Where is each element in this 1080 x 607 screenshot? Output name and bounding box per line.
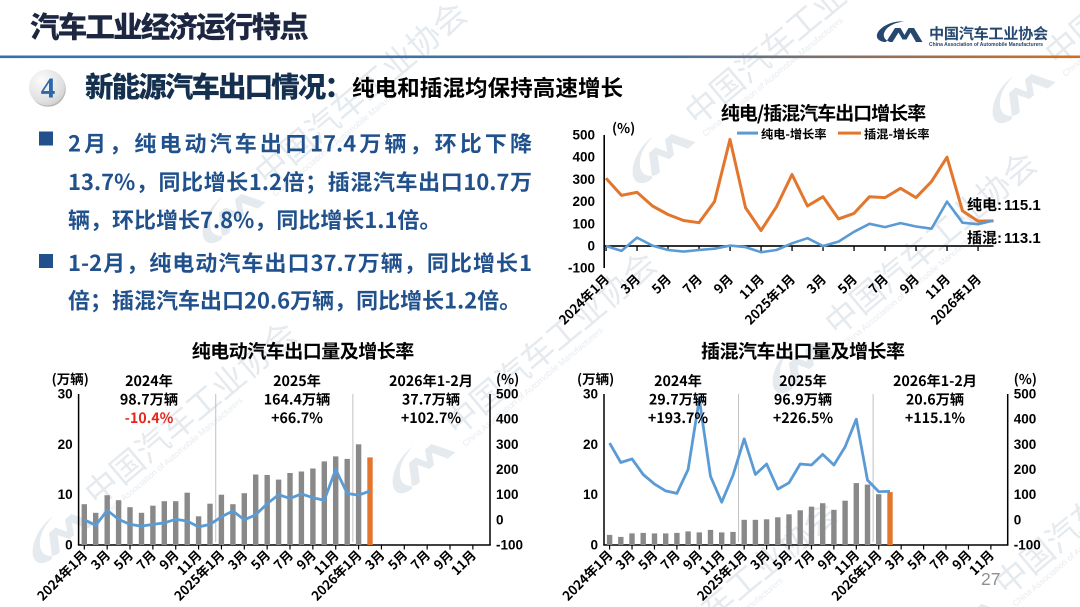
svg-text:0: 0 [587, 239, 595, 254]
svg-text:115.1: 115.1 [1004, 197, 1041, 214]
svg-text:0: 0 [496, 512, 504, 527]
svg-text:300: 300 [1014, 437, 1037, 452]
svg-text:-100: -100 [568, 261, 595, 276]
svg-text:30: 30 [58, 387, 73, 402]
svg-text:200: 200 [496, 462, 519, 477]
svg-text:4: 4 [41, 73, 56, 105]
svg-text:400: 400 [572, 150, 595, 165]
svg-text:20: 20 [58, 437, 73, 452]
svg-text:500: 500 [496, 387, 519, 402]
svg-text:0: 0 [65, 538, 73, 553]
svg-text:400: 400 [496, 412, 519, 427]
svg-text:0: 0 [590, 538, 598, 553]
svg-text:-100: -100 [1014, 538, 1041, 553]
svg-text:300: 300 [496, 437, 519, 452]
svg-text:100: 100 [572, 216, 595, 231]
svg-text:10: 10 [58, 487, 73, 502]
svg-text:0: 0 [1014, 512, 1022, 527]
svg-text:-100: -100 [496, 538, 523, 553]
svg-text:100: 100 [1014, 487, 1037, 502]
svg-text:30: 30 [583, 387, 598, 402]
svg-text::: : [997, 230, 1002, 247]
svg-text:113.1: 113.1 [1004, 230, 1041, 247]
svg-text:27: 27 [981, 569, 1000, 589]
svg-text:10: 10 [583, 487, 598, 502]
svg-text:300: 300 [572, 172, 595, 187]
svg-text:200: 200 [572, 194, 595, 209]
svg-text:200: 200 [1014, 462, 1037, 477]
svg-text:500: 500 [1014, 387, 1037, 402]
svg-text:500: 500 [572, 128, 595, 143]
svg-text:100: 100 [496, 487, 519, 502]
svg-text::: : [997, 197, 1002, 214]
svg-text:400: 400 [1014, 412, 1037, 427]
svg-text:20: 20 [583, 437, 598, 452]
svg-text:China Association of Automobil: China Association of Automobile Manufact… [929, 42, 1043, 48]
